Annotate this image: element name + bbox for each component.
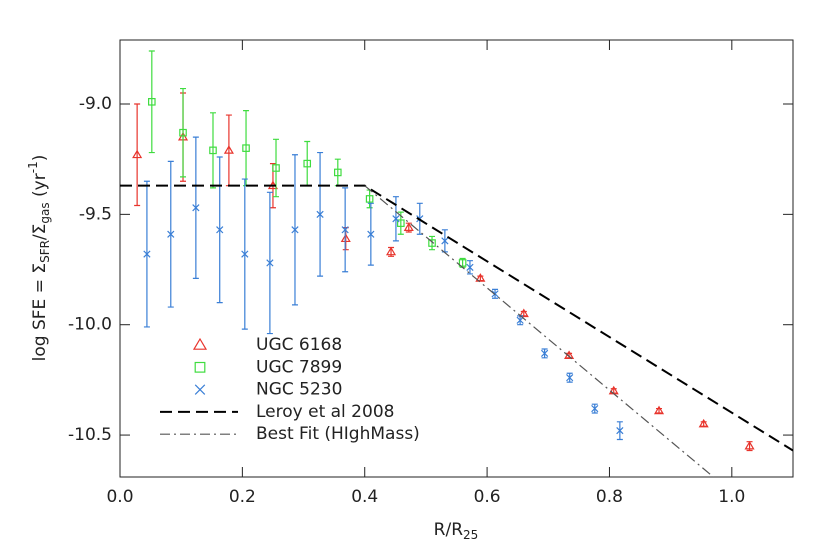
y-label-sub: SFR xyxy=(38,240,52,263)
x-tick-label: 0.6 xyxy=(474,487,501,507)
square-marker xyxy=(458,259,467,267)
y-label-part: /Σ xyxy=(30,224,50,240)
triangle-marker xyxy=(385,246,397,256)
y-tick-label: -9.0 xyxy=(79,94,112,114)
triangle-marker xyxy=(132,149,143,159)
triangle-marker xyxy=(698,418,709,428)
error-bar xyxy=(134,103,141,207)
x-tick-label: 0.8 xyxy=(596,487,623,507)
square-marker xyxy=(148,97,156,106)
x-tick-label: 0.0 xyxy=(106,487,133,507)
error-bar xyxy=(180,87,187,178)
legend-label: Best Fit (HIghMass) xyxy=(256,424,420,444)
error-bar xyxy=(429,235,436,251)
y-axis-label: log SFE = ΣSFR/Σgas (yr-1) xyxy=(26,155,52,362)
cross-marker xyxy=(540,349,549,358)
y-label-part: log SFE = Σ xyxy=(30,263,50,361)
x-tick-label: 1.0 xyxy=(718,487,745,507)
plot-frame xyxy=(119,39,794,478)
cross-marker xyxy=(241,250,249,258)
cross-marker xyxy=(591,404,599,413)
legend-label: Leroy et al 2008 xyxy=(256,402,394,422)
y-label-sup: -1 xyxy=(26,161,40,173)
error-bar xyxy=(366,189,373,209)
error-bar xyxy=(334,158,341,187)
legend-label: UGC 6168 xyxy=(256,335,342,355)
triangle-marker xyxy=(403,222,414,232)
y-label-part: (yr xyxy=(30,173,50,202)
cross-marker xyxy=(291,226,299,234)
triangle-marker xyxy=(340,233,351,243)
y-label-sub: gas xyxy=(38,202,52,223)
cross-marker xyxy=(392,215,400,223)
square-marker xyxy=(334,168,342,177)
cross-marker xyxy=(316,210,324,218)
square-marker xyxy=(272,164,280,172)
fit-line xyxy=(364,185,714,477)
error-bar xyxy=(243,110,250,187)
triangle-marker xyxy=(192,337,208,350)
cross-marker xyxy=(516,316,524,324)
plot-area xyxy=(120,50,793,477)
cross-marker xyxy=(167,230,175,238)
error-bar xyxy=(273,138,280,198)
error-bar xyxy=(304,140,311,187)
y-tick-label: -9.5 xyxy=(79,204,112,224)
legend-label: NGC 5230 xyxy=(256,380,342,400)
cross-marker xyxy=(566,374,574,382)
error-bar xyxy=(209,112,216,189)
x-axis-label: R/R25 xyxy=(434,520,479,542)
cross-marker xyxy=(192,204,200,212)
square-marker xyxy=(397,219,405,227)
square-marker xyxy=(242,144,250,152)
square-marker xyxy=(303,159,312,168)
triangle-marker xyxy=(475,273,486,282)
cross-marker xyxy=(143,250,151,258)
square-marker xyxy=(365,195,374,203)
cross-marker xyxy=(441,237,449,245)
x-label-sub: 25 xyxy=(463,528,478,542)
square-marker xyxy=(194,361,206,373)
y-tick-label: -10.5 xyxy=(68,425,112,445)
x-tick-label: 0.2 xyxy=(229,487,256,507)
cross-marker xyxy=(616,427,624,435)
triangle-marker xyxy=(518,308,529,318)
cross-marker xyxy=(466,263,474,271)
square-marker xyxy=(209,146,217,155)
y-label-part: ) xyxy=(30,155,50,162)
x-label-main: R/R xyxy=(434,520,464,540)
square-marker xyxy=(428,239,436,247)
triangle-marker xyxy=(653,405,665,415)
legend-label: UGC 7899 xyxy=(256,357,342,377)
triangle-marker xyxy=(223,145,234,154)
triangle-marker xyxy=(744,440,755,450)
cross-marker xyxy=(341,226,349,234)
x-tick-label: 0.4 xyxy=(351,487,378,507)
cross-marker xyxy=(216,226,224,234)
error-bar xyxy=(148,50,155,154)
cross-marker xyxy=(194,384,206,395)
y-tick-label: -10.0 xyxy=(68,315,112,335)
cross-marker xyxy=(266,259,274,267)
cross-marker xyxy=(367,230,375,238)
square-marker xyxy=(179,128,187,137)
fit-line xyxy=(120,184,793,452)
